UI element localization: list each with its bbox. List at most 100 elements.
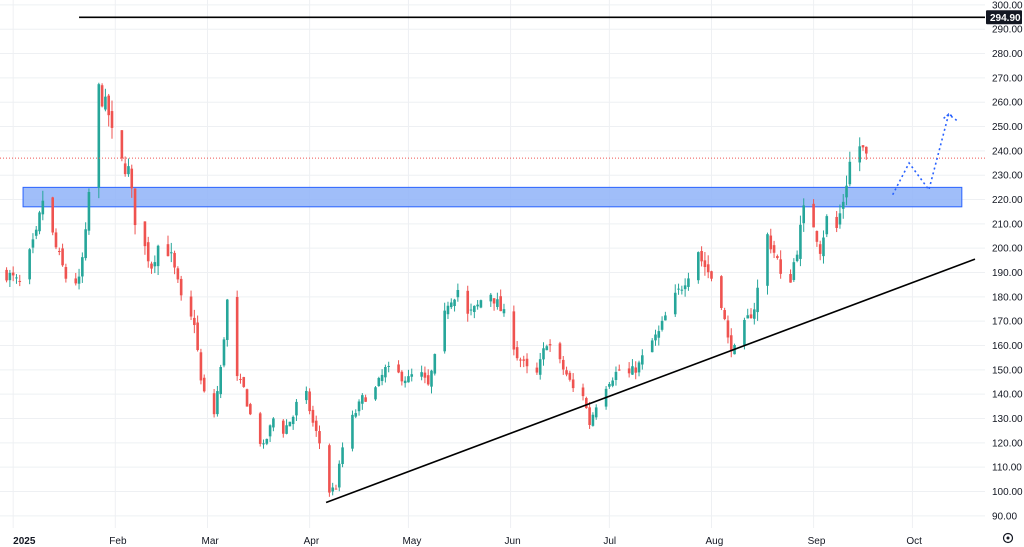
x-axis[interactable]: 2025 Feb Mar Apr May Jun Jul Aug Sep Oct [13, 536, 922, 547]
candle [235, 290, 239, 381]
candle [545, 344, 549, 351]
candle-body [822, 237, 825, 257]
candle-body [242, 377, 246, 387]
candle [525, 353, 529, 374]
candle [535, 362, 539, 375]
candle-body [364, 397, 367, 402]
candle-body [753, 309, 756, 319]
trendline[interactable] [325, 258, 976, 504]
candle-body [100, 85, 104, 107]
candle [426, 369, 430, 386]
candle [272, 417, 275, 432]
candle-body [410, 374, 414, 377]
candle-body [848, 161, 852, 185]
candle-body [258, 413, 262, 444]
price-label-text: 294.90 [990, 13, 1021, 24]
candle-body [720, 276, 723, 309]
candle [179, 275, 183, 301]
candle-body [272, 418, 275, 428]
candle [107, 93, 110, 127]
candle [489, 293, 493, 307]
candle [15, 274, 18, 284]
candle [377, 376, 381, 387]
projection-path[interactable] [891, 113, 959, 196]
candle-body [637, 362, 641, 373]
candle-body [354, 413, 358, 417]
candle-body [268, 425, 272, 437]
candle [706, 255, 710, 279]
candle-body [473, 305, 476, 313]
candle-body [8, 272, 12, 281]
candle [189, 290, 193, 321]
candle [683, 278, 687, 297]
candle-body [127, 166, 130, 175]
candle-body [535, 367, 539, 373]
candle [430, 369, 433, 394]
candle-body [219, 367, 222, 395]
x-tick-label: Oct [906, 536, 922, 547]
candle [291, 415, 295, 430]
candle-body [700, 251, 703, 262]
candle [657, 325, 661, 346]
candle [295, 399, 298, 421]
candle [28, 248, 31, 285]
y-tick-label: 130.00 [992, 414, 1023, 425]
candle-body [443, 310, 446, 352]
candle-body [631, 366, 634, 375]
candle [446, 301, 450, 320]
candle [710, 270, 713, 282]
candle [558, 341, 562, 364]
candle [193, 309, 196, 334]
candle-body [245, 389, 249, 407]
candle [281, 419, 285, 438]
gear-icon[interactable] [1002, 532, 1014, 544]
candle-body [38, 212, 41, 232]
candle [239, 373, 242, 384]
candle [410, 368, 414, 382]
candle-body [235, 296, 239, 377]
candle-body [84, 229, 87, 259]
y-tick-label: 240.00 [992, 146, 1023, 157]
candle [687, 272, 690, 291]
candle [611, 377, 614, 388]
x-tick-label: Feb [109, 536, 127, 547]
candle [614, 366, 618, 386]
candle [608, 382, 611, 389]
candle-body [673, 292, 677, 315]
candle [496, 292, 499, 310]
support-resistance-zone[interactable] [22, 186, 963, 208]
candle [756, 279, 759, 321]
candle [374, 386, 377, 401]
candle-body [664, 315, 667, 321]
candle-body [374, 387, 377, 400]
candle-body [41, 200, 45, 215]
candle-body [51, 197, 55, 233]
candle [617, 364, 621, 371]
chart-settings[interactable] [1002, 532, 1014, 544]
candle [288, 421, 292, 427]
candle-body [423, 372, 427, 378]
candle [680, 285, 684, 295]
candle [169, 242, 173, 263]
candle [818, 240, 822, 261]
candle [499, 289, 502, 312]
candle-body [318, 431, 321, 444]
candle [449, 298, 453, 310]
candle [216, 385, 219, 417]
candle-body [123, 163, 127, 175]
candle [202, 374, 206, 393]
candle [585, 396, 588, 409]
candle [384, 364, 387, 383]
candle-body [746, 315, 750, 319]
candle-body [818, 244, 822, 254]
candle-body [608, 383, 611, 387]
candle-body [156, 245, 160, 267]
candle [199, 348, 203, 385]
candle [723, 307, 726, 321]
y-axis[interactable]: 300.00 290.00 280.00 270.00 260.00 250.00 240.… [986, 0, 1023, 522]
candle [57, 247, 61, 256]
candle-body [496, 299, 499, 307]
candle-body [189, 296, 193, 317]
